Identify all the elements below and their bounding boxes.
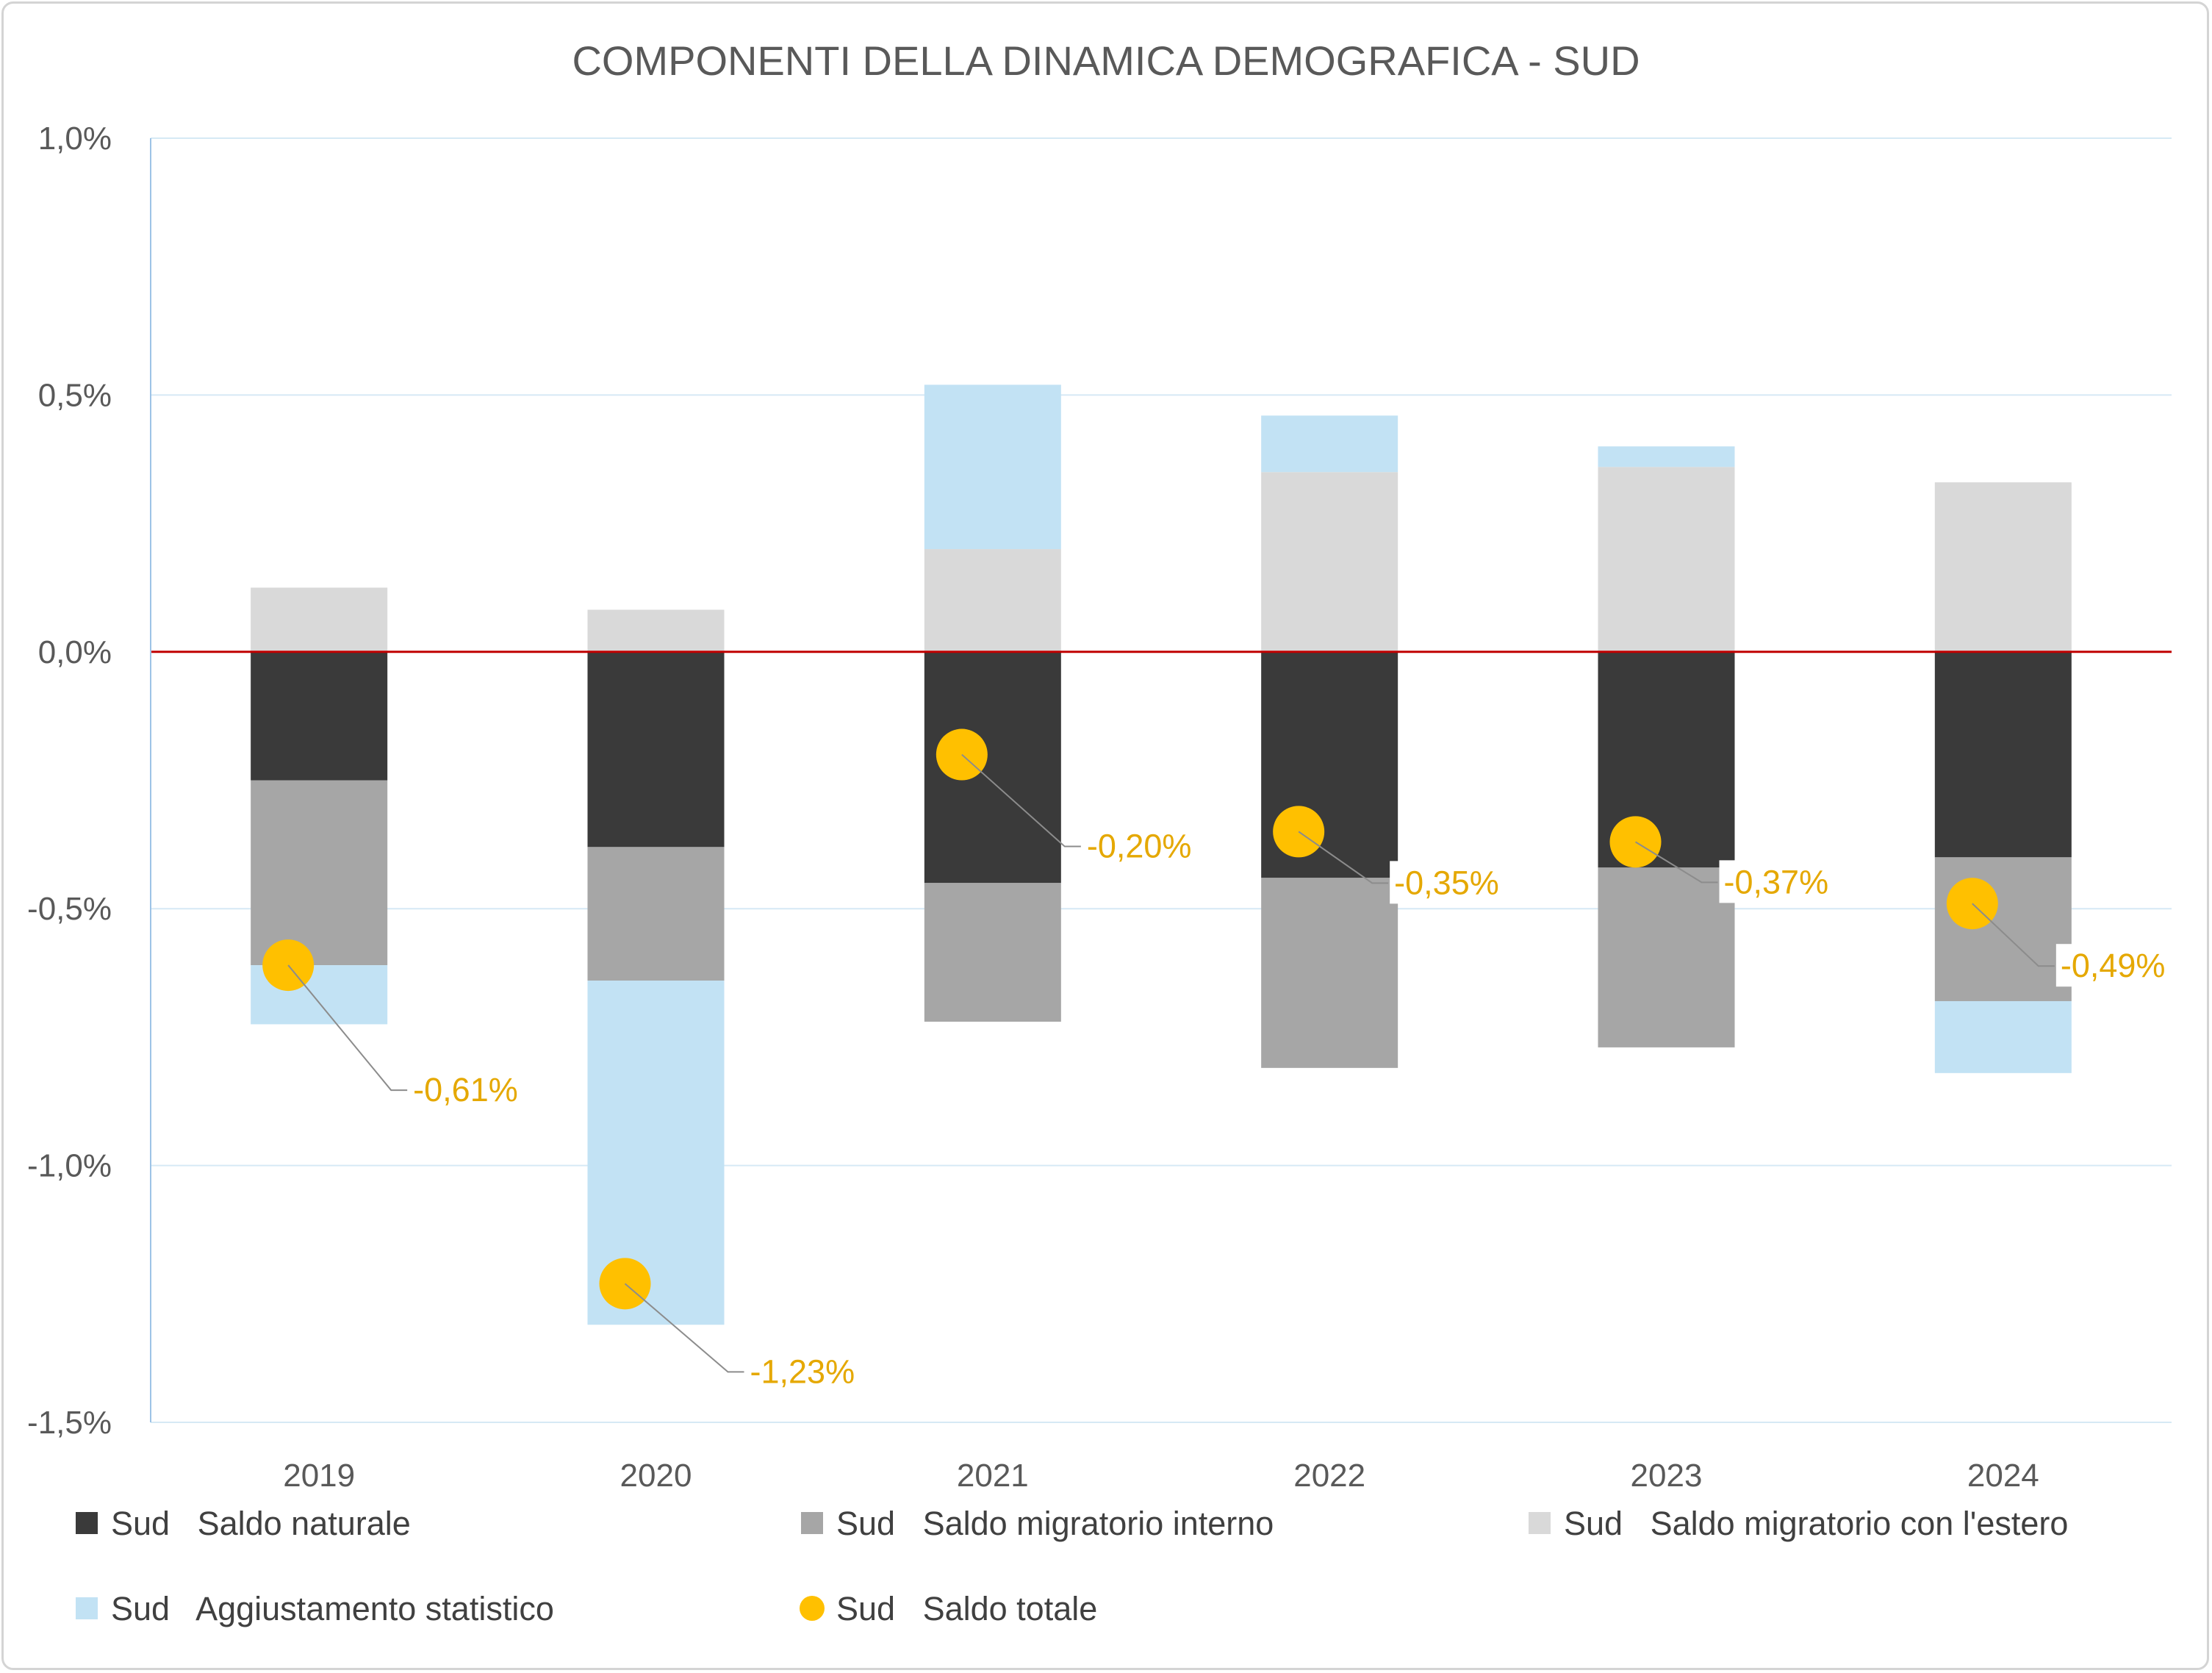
legend: Sud Saldo naturale Sud Saldo migratorio i…	[76, 1505, 2068, 1627]
y-tick-label: 0,0%	[38, 634, 112, 670]
x-tick-label: 2022	[1293, 1458, 1365, 1494]
y-tick-label: -1,0%	[27, 1148, 112, 1184]
bar-saldo-migratorio-interno-2024	[1934, 857, 2072, 1001]
legend-item-saldo-migratorio-con-l-estero: Sud Saldo migratorio con l'estero	[1529, 1505, 2068, 1542]
y-tick-label: 1,0%	[38, 121, 112, 157]
data-label-background	[1082, 824, 1193, 867]
leader-line	[1298, 831, 1389, 884]
legend-swatch	[801, 1512, 823, 1534]
legend-label: Sud Saldo migratorio con l'estero	[1564, 1505, 2068, 1542]
legend-item-saldo-naturale: Sud Saldo naturale	[76, 1505, 411, 1542]
legend-label: Sud Aggiustamento statistico	[111, 1590, 554, 1627]
data-label-saldo-totale: -0,20%	[1087, 828, 1192, 865]
data-labels: -0,61% -1,23% -0,20% -0,35% -0,37% -0,49%	[287, 753, 2166, 1393]
leader-line	[1634, 841, 1718, 884]
total-points	[262, 728, 1998, 1310]
legend-swatch	[76, 1597, 98, 1619]
bar-saldo-migratorio-con-l-estero-2021	[924, 549, 1061, 652]
chart-title: COMPONENTI DELLA DINAMICA DEMOGRAFICA - …	[572, 37, 1640, 84]
y-tick-label: -0,5%	[27, 891, 112, 927]
bar-saldo-naturale-2020	[587, 651, 725, 848]
legend-swatch	[1529, 1512, 1551, 1534]
bar-saldo-migratorio-interno-2022	[1261, 878, 1398, 1068]
x-tick-label: 2020	[620, 1458, 692, 1494]
data-label-saldo-totale: -1,23%	[750, 1353, 855, 1390]
legend-label: Sud Saldo migratorio interno	[836, 1505, 1274, 1542]
legend-item-saldo-totale: Sud Saldo totale	[800, 1590, 1097, 1627]
y-tick-label: -1,5%	[27, 1405, 112, 1441]
x-tick-label: 2019	[283, 1458, 355, 1494]
data-label-background	[2055, 944, 2166, 987]
data-label-background	[745, 1350, 856, 1393]
bar-saldo-migratorio-interno-2020	[587, 847, 725, 981]
leader-line	[961, 753, 1081, 848]
bar-saldo-migratorio-interno-2019	[251, 780, 388, 966]
legend-marker	[800, 1596, 825, 1621]
leader-line	[287, 964, 408, 1092]
bar-saldo-naturale-2024	[1934, 651, 2072, 858]
legend-label: Sud Saldo totale	[836, 1590, 1097, 1627]
gridlines	[151, 137, 2172, 1423]
bar-saldo-migratorio-interno-2021	[924, 883, 1061, 1022]
legend-item-aggiustamento-statistico: Sud Aggiustamento statistico	[76, 1590, 554, 1627]
bar-aggiustamento-statistico-2023	[1598, 446, 1735, 467]
data-label-saldo-totale: -0,61%	[413, 1071, 518, 1108]
x-axis-tick-labels: 2019 2020 2021 2022 2023 2024	[283, 1458, 2039, 1494]
bars	[251, 384, 2072, 1325]
bar-saldo-migratorio-con-l-estero-2023	[1598, 467, 1735, 652]
leader-line	[624, 1283, 744, 1373]
data-label-background	[1719, 860, 1830, 903]
bar-aggiustamento-statistico-2022	[1261, 415, 1398, 473]
data-label-saldo-totale: -0,49%	[2061, 947, 2166, 984]
legend-label: Sud Saldo naturale	[111, 1505, 411, 1542]
x-tick-label: 2021	[957, 1458, 1029, 1494]
legend-swatch	[76, 1512, 98, 1534]
data-label-saldo-totale: -0,37%	[1724, 863, 1829, 900]
bar-saldo-migratorio-con-l-estero-2024	[1934, 482, 2072, 652]
bar-saldo-migratorio-interno-2023	[1598, 867, 1735, 1047]
data-label-background	[409, 1068, 520, 1111]
bar-aggiustamento-statistico-2024	[1934, 1000, 2072, 1073]
y-tick-label: 0,5%	[38, 377, 112, 413]
x-tick-label: 2024	[1967, 1458, 2039, 1494]
legend-item-saldo-migratorio-interno: Sud Saldo migratorio interno	[801, 1505, 1274, 1542]
data-label-saldo-totale: -0,35%	[1394, 864, 1499, 901]
bar-saldo-naturale-2019	[251, 651, 388, 781]
bar-saldo-migratorio-con-l-estero-2020	[587, 609, 725, 652]
bar-aggiustamento-statistico-2021	[924, 384, 1061, 550]
y-axis: 1,0% 0,5% 0,0% -0,5% -1,0% -1,5%	[27, 121, 151, 1441]
leader-line	[1972, 903, 2055, 967]
bar-saldo-migratorio-con-l-estero-2019	[251, 587, 388, 652]
data-label-background	[1390, 861, 1501, 904]
bar-saldo-migratorio-con-l-estero-2022	[1261, 472, 1398, 652]
x-tick-label: 2023	[1631, 1458, 1703, 1494]
